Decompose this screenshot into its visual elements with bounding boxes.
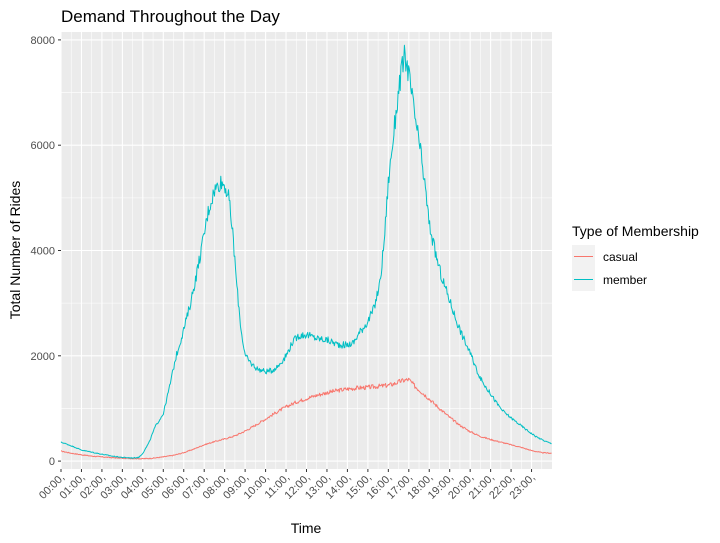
y-tick-label: 4000 <box>31 246 55 258</box>
legend-title: Type of Membership <box>572 223 699 239</box>
y-tick-label: 8000 <box>31 35 55 47</box>
major-gridlines <box>60 32 552 469</box>
y-tick-label: 6000 <box>31 140 55 152</box>
y-tick-label: 2000 <box>31 351 55 363</box>
series-line-member <box>60 44 552 459</box>
series-line-casual <box>60 377 552 460</box>
legend: Type of Membership casual member <box>572 223 699 291</box>
x-axis: 00:00,01:00,02:00,03:00,04:00,05:00,06:0… <box>37 469 538 502</box>
series-lines <box>60 44 552 460</box>
y-tick-label: 0 <box>49 456 55 468</box>
legend-label-member: member <box>603 273 647 287</box>
legend-label-casual: casual <box>603 250 638 264</box>
chart-title: Demand Throughout the Day <box>61 7 280 26</box>
y-axis: 0 2000 4000 6000 8000 <box>31 35 61 468</box>
x-axis-title: Time <box>291 520 322 536</box>
y-axis-title: Total Number of Rides <box>7 181 23 320</box>
